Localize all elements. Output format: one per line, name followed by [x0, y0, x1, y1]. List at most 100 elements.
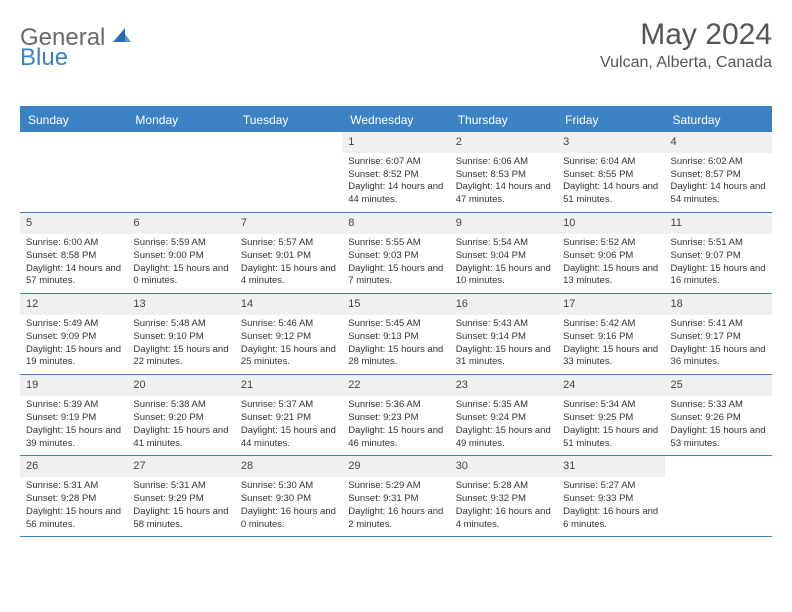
cell-content: Sunrise: 5:49 AMSunset: 9:09 PMDaylight:…: [20, 315, 127, 374]
dayhead-fri: Friday: [557, 108, 664, 132]
logo-sail-icon: [109, 26, 131, 51]
calendar-cell: 13Sunrise: 5:48 AMSunset: 9:10 PMDayligh…: [127, 294, 234, 374]
daylight-text: Daylight: 14 hours and 57 minutes.: [26, 263, 121, 289]
daylight-text: Daylight: 15 hours and 49 minutes.: [456, 425, 551, 451]
day-number: 26: [20, 456, 127, 477]
weeks-container: 1Sunrise: 6:07 AMSunset: 8:52 PMDaylight…: [20, 132, 772, 537]
sunrise-text: Sunrise: 5:43 AM: [456, 318, 551, 331]
header: General May 2024 Vulcan, Alberta, Canada: [20, 18, 772, 72]
day-number: 14: [235, 294, 342, 315]
sunset-text: Sunset: 9:30 PM: [241, 493, 336, 506]
day-number: 22: [342, 375, 449, 396]
calendar-cell: 19Sunrise: 5:39 AMSunset: 9:19 PMDayligh…: [20, 375, 127, 455]
sunrise-text: Sunrise: 5:31 AM: [26, 480, 121, 493]
sunrise-text: Sunrise: 5:29 AM: [348, 480, 443, 493]
sunrise-text: Sunrise: 5:52 AM: [563, 237, 658, 250]
calendar-cell: 5Sunrise: 6:00 AMSunset: 8:58 PMDaylight…: [20, 213, 127, 293]
daylight-text: Daylight: 15 hours and 51 minutes.: [563, 425, 658, 451]
sunset-text: Sunset: 9:25 PM: [563, 412, 658, 425]
sunset-text: Sunset: 9:28 PM: [26, 493, 121, 506]
cell-content: Sunrise: 5:27 AMSunset: 9:33 PMDaylight:…: [557, 477, 664, 536]
logo-line2: Blue: [20, 44, 68, 72]
sunrise-text: Sunrise: 5:49 AM: [26, 318, 121, 331]
calendar: Sunday Monday Tuesday Wednesday Thursday…: [20, 106, 772, 537]
day-number: 31: [557, 456, 664, 477]
calendar-cell: 9Sunrise: 5:54 AMSunset: 9:04 PMDaylight…: [450, 213, 557, 293]
daylight-text: Daylight: 15 hours and 22 minutes.: [133, 344, 228, 370]
daylight-text: Daylight: 15 hours and 13 minutes.: [563, 263, 658, 289]
sunrise-text: Sunrise: 5:57 AM: [241, 237, 336, 250]
cell-content: Sunrise: 5:35 AMSunset: 9:24 PMDaylight:…: [450, 396, 557, 455]
daylight-text: Daylight: 15 hours and 25 minutes.: [241, 344, 336, 370]
sunset-text: Sunset: 9:33 PM: [563, 493, 658, 506]
sunrise-text: Sunrise: 5:41 AM: [671, 318, 766, 331]
sunset-text: Sunset: 9:09 PM: [26, 331, 121, 344]
day-number: 5: [20, 213, 127, 234]
cell-content: Sunrise: 5:57 AMSunset: 9:01 PMDaylight:…: [235, 234, 342, 293]
cell-content: Sunrise: 6:04 AMSunset: 8:55 PMDaylight:…: [557, 153, 664, 212]
sunrise-text: Sunrise: 5:27 AM: [563, 480, 658, 493]
sunset-text: Sunset: 9:00 PM: [133, 250, 228, 263]
daylight-text: Daylight: 14 hours and 54 minutes.: [671, 181, 766, 207]
sunset-text: Sunset: 9:12 PM: [241, 331, 336, 344]
dayhead-thu: Thursday: [450, 108, 557, 132]
cell-content: Sunrise: 5:52 AMSunset: 9:06 PMDaylight:…: [557, 234, 664, 293]
sunrise-text: Sunrise: 5:31 AM: [133, 480, 228, 493]
daylight-text: Daylight: 16 hours and 4 minutes.: [456, 506, 551, 532]
day-number: 9: [450, 213, 557, 234]
day-number: 7: [235, 213, 342, 234]
sunset-text: Sunset: 9:23 PM: [348, 412, 443, 425]
day-number: 6: [127, 213, 234, 234]
sunset-text: Sunset: 8:52 PM: [348, 169, 443, 182]
day-number: 16: [450, 294, 557, 315]
sunset-text: Sunset: 9:31 PM: [348, 493, 443, 506]
day-number: 30: [450, 456, 557, 477]
sunset-text: Sunset: 9:20 PM: [133, 412, 228, 425]
sunrise-text: Sunrise: 6:07 AM: [348, 156, 443, 169]
sunset-text: Sunset: 9:21 PM: [241, 412, 336, 425]
sunset-text: Sunset: 8:58 PM: [26, 250, 121, 263]
day-number: 8: [342, 213, 449, 234]
daylight-text: Daylight: 15 hours and 10 minutes.: [456, 263, 551, 289]
cell-content: Sunrise: 5:41 AMSunset: 9:17 PMDaylight:…: [665, 315, 772, 374]
sunset-text: Sunset: 9:16 PM: [563, 331, 658, 344]
sunrise-text: Sunrise: 5:55 AM: [348, 237, 443, 250]
sunset-text: Sunset: 9:32 PM: [456, 493, 551, 506]
cell-content: Sunrise: 5:29 AMSunset: 9:31 PMDaylight:…: [342, 477, 449, 536]
week-row: 26Sunrise: 5:31 AMSunset: 9:28 PMDayligh…: [20, 456, 772, 537]
cell-content: Sunrise: 5:34 AMSunset: 9:25 PMDaylight:…: [557, 396, 664, 455]
daylight-text: Daylight: 15 hours and 33 minutes.: [563, 344, 658, 370]
cell-content: Sunrise: 5:31 AMSunset: 9:28 PMDaylight:…: [20, 477, 127, 536]
sunrise-text: Sunrise: 5:28 AM: [456, 480, 551, 493]
cell-content: Sunrise: 5:38 AMSunset: 9:20 PMDaylight:…: [127, 396, 234, 455]
day-number: 15: [342, 294, 449, 315]
sunrise-text: Sunrise: 5:46 AM: [241, 318, 336, 331]
sunrise-text: Sunrise: 5:59 AM: [133, 237, 228, 250]
cell-content: Sunrise: 5:59 AMSunset: 9:00 PMDaylight:…: [127, 234, 234, 293]
cell-content: Sunrise: 5:33 AMSunset: 9:26 PMDaylight:…: [665, 396, 772, 455]
cell-content: Sunrise: 5:54 AMSunset: 9:04 PMDaylight:…: [450, 234, 557, 293]
cell-content: Sunrise: 6:00 AMSunset: 8:58 PMDaylight:…: [20, 234, 127, 293]
calendar-cell: 11Sunrise: 5:51 AMSunset: 9:07 PMDayligh…: [665, 213, 772, 293]
calendar-cell: 15Sunrise: 5:45 AMSunset: 9:13 PMDayligh…: [342, 294, 449, 374]
sunrise-text: Sunrise: 6:02 AM: [671, 156, 766, 169]
day-number: 11: [665, 213, 772, 234]
daylight-text: Daylight: 16 hours and 6 minutes.: [563, 506, 658, 532]
calendar-cell: [235, 132, 342, 212]
dayhead-mon: Monday: [127, 108, 234, 132]
dayhead-wed: Wednesday: [342, 108, 449, 132]
cell-content: Sunrise: 6:07 AMSunset: 8:52 PMDaylight:…: [342, 153, 449, 212]
sunset-text: Sunset: 9:07 PM: [671, 250, 766, 263]
daylight-text: Daylight: 15 hours and 46 minutes.: [348, 425, 443, 451]
day-number: 24: [557, 375, 664, 396]
logo-word2: Blue: [20, 44, 68, 71]
calendar-cell: 4Sunrise: 6:02 AMSunset: 8:57 PMDaylight…: [665, 132, 772, 212]
sunset-text: Sunset: 9:17 PM: [671, 331, 766, 344]
week-row: 5Sunrise: 6:00 AMSunset: 8:58 PMDaylight…: [20, 213, 772, 294]
week-row: 12Sunrise: 5:49 AMSunset: 9:09 PMDayligh…: [20, 294, 772, 375]
sunset-text: Sunset: 9:04 PM: [456, 250, 551, 263]
cell-content: Sunrise: 5:31 AMSunset: 9:29 PMDaylight:…: [127, 477, 234, 536]
sunrise-text: Sunrise: 5:33 AM: [671, 399, 766, 412]
day-number: [665, 456, 772, 462]
daylight-text: Daylight: 15 hours and 58 minutes.: [133, 506, 228, 532]
